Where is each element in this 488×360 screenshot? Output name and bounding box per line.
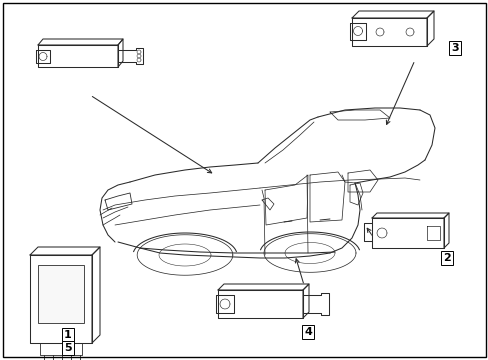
Polygon shape xyxy=(38,39,123,45)
Polygon shape xyxy=(351,18,426,46)
Text: 1: 1 xyxy=(64,330,72,340)
Polygon shape xyxy=(371,218,443,248)
Polygon shape xyxy=(218,284,308,290)
Polygon shape xyxy=(371,213,448,218)
Polygon shape xyxy=(118,39,123,67)
Polygon shape xyxy=(218,290,303,318)
Polygon shape xyxy=(92,247,100,343)
Polygon shape xyxy=(118,48,142,64)
Text: 4: 4 xyxy=(304,327,311,337)
Polygon shape xyxy=(351,11,433,18)
Polygon shape xyxy=(443,213,448,248)
Polygon shape xyxy=(303,284,308,318)
Text: 2: 2 xyxy=(442,253,450,263)
Polygon shape xyxy=(36,50,50,63)
Polygon shape xyxy=(426,11,433,46)
Text: 3: 3 xyxy=(450,43,458,53)
Polygon shape xyxy=(303,293,328,315)
Polygon shape xyxy=(30,247,100,255)
Text: 5: 5 xyxy=(64,343,72,353)
Polygon shape xyxy=(30,255,92,343)
Bar xyxy=(38,265,84,323)
Polygon shape xyxy=(38,45,118,67)
